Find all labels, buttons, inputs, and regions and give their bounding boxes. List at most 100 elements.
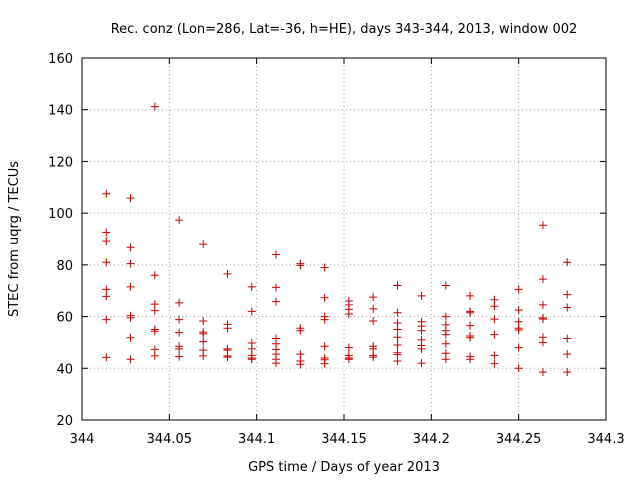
x-tick-labels: 344 344.05 344.1 344.15 344.2 344.25 344.3 (70, 432, 625, 447)
y-tick-labels: 20 40 60 80 100 120 140 160 (48, 52, 73, 429)
data-point (320, 359, 329, 368)
data-point (175, 315, 184, 324)
data-point (369, 316, 378, 325)
x-tick-label: 344.1 (238, 432, 275, 447)
data-point (150, 102, 159, 111)
data-point (563, 290, 572, 299)
data-point (514, 326, 523, 335)
data-point (563, 334, 572, 343)
data-point (393, 333, 402, 342)
data-point (272, 250, 281, 259)
data-point (126, 333, 135, 342)
data-point (538, 315, 547, 324)
data-point (369, 353, 378, 362)
data-point (175, 344, 184, 353)
data-point (102, 228, 111, 237)
data-point (199, 329, 208, 338)
data-point (417, 359, 426, 368)
data-point (320, 315, 329, 324)
data-point (563, 303, 572, 312)
data-point (150, 351, 159, 360)
data-point (490, 351, 499, 360)
data-point (296, 326, 305, 335)
data-point (272, 297, 281, 306)
data-point (514, 364, 523, 373)
data-point (150, 327, 159, 336)
x-tick-label: 344.25 (496, 432, 542, 447)
x-tick-label: 344.2 (413, 432, 450, 447)
data-point (199, 240, 208, 249)
x-tick-label: 344.3 (587, 432, 624, 447)
y-tick-label: 80 (56, 259, 73, 274)
data-point (441, 281, 450, 290)
data-point (344, 343, 353, 352)
data-point (102, 258, 111, 267)
data-point (296, 360, 305, 369)
data-point (563, 258, 572, 267)
y-tick-label: 60 (56, 311, 73, 326)
data-point (417, 344, 426, 353)
data-point (247, 282, 256, 291)
data-point (223, 324, 232, 333)
data-point (538, 275, 547, 284)
data-point (538, 338, 547, 347)
data-point (126, 259, 135, 268)
data-point (514, 343, 523, 352)
data-point (393, 308, 402, 317)
data-point (344, 355, 353, 364)
data-point (175, 298, 184, 307)
data-point (102, 189, 111, 198)
data-point (466, 355, 475, 364)
data-point (175, 328, 184, 337)
data-point (393, 357, 402, 366)
x-tick-label: 344.05 (147, 432, 193, 447)
data-point (466, 308, 475, 317)
data-point (417, 326, 426, 335)
y-axis-label: STEC from uqrg / TECUs (7, 161, 22, 317)
data-point (223, 353, 232, 362)
data-point (441, 355, 450, 364)
plot-area-frame (81, 57, 607, 421)
y-tick-label: 160 (48, 52, 73, 67)
data-point (126, 313, 135, 322)
data-point (199, 351, 208, 360)
data-point (490, 330, 499, 339)
data-point (466, 321, 475, 330)
data-point (126, 243, 135, 252)
grid-lines (82, 58, 606, 420)
data-point (490, 315, 499, 324)
x-axis-label: GPS time / Days of year 2013 (248, 460, 440, 475)
data-point (538, 368, 547, 377)
data-point (247, 355, 256, 364)
x-tick-label: 344 (70, 432, 95, 447)
data-point (393, 341, 402, 350)
data-point (272, 359, 281, 368)
data-point (102, 353, 111, 362)
chart-title: Rec. conz (Lon=286, Lat=-36, h=HE), days… (111, 22, 578, 37)
data-point (538, 221, 547, 230)
data-point (247, 307, 256, 316)
data-point (563, 350, 572, 359)
y-tick-label: 40 (56, 362, 73, 377)
data-point (563, 368, 572, 377)
data-point (175, 352, 184, 361)
data-point (466, 291, 475, 300)
data-point (393, 281, 402, 290)
data-point (199, 316, 208, 325)
data-point (272, 283, 281, 292)
data-point (466, 333, 475, 342)
data-point (490, 359, 499, 368)
data-point (199, 337, 208, 346)
data-points (102, 102, 572, 377)
data-point (514, 285, 523, 294)
data-point (441, 312, 450, 321)
data-point (102, 237, 111, 246)
data-point (369, 304, 378, 313)
data-point (126, 355, 135, 364)
data-point (320, 293, 329, 302)
data-point (441, 339, 450, 348)
data-point (150, 306, 159, 315)
x-tick-label: 344.15 (321, 432, 367, 447)
data-point (441, 330, 450, 339)
